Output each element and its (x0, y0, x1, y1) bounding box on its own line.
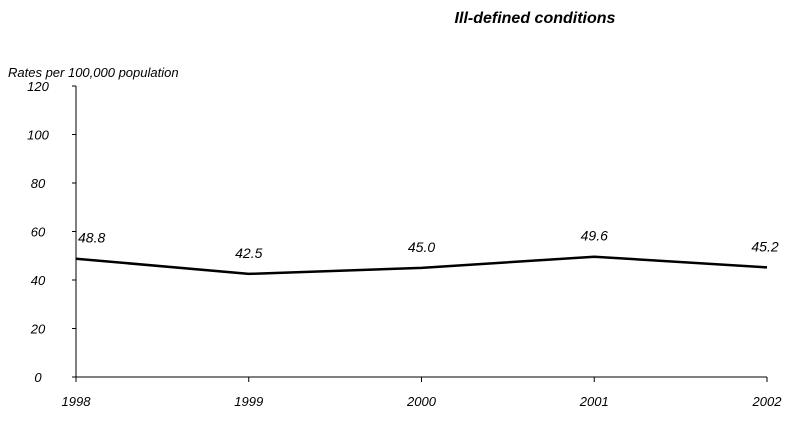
chart-title: Ill-defined conditions (455, 10, 616, 27)
data-label: 49.6 (581, 228, 608, 244)
x-tick-label: 2000 (406, 394, 437, 409)
series-group (75, 255, 768, 276)
y-tick-label: 60 (31, 225, 46, 240)
data-label: 45.2 (751, 238, 778, 254)
data-label-group: 48.8 42.5 45.0 49.6 45.2 (78, 228, 779, 261)
x-tick-label: 1999 (234, 394, 263, 409)
y-tick-group: 0 20 40 60 80 100 120 (27, 79, 76, 385)
data-label: 45.0 (408, 239, 435, 255)
y-tick-label: 100 (27, 128, 49, 143)
y-tick-label: 40 (31, 273, 46, 288)
data-label: 42.5 (235, 245, 262, 261)
data-label: 48.8 (78, 230, 105, 246)
y-tick-label: 20 (30, 322, 46, 337)
y-tick-label: 0 (34, 370, 42, 385)
y-tick-label: 80 (31, 176, 46, 191)
x-tick-label: 2001 (579, 394, 609, 409)
y-axis-label: Rates per 100,000 population (8, 65, 179, 80)
series-line (75, 255, 768, 276)
y-tick-label: 120 (27, 79, 49, 94)
x-tick-label: 2002 (752, 394, 783, 409)
x-tick-group: 1998 1999 2000 2001 2002 (62, 377, 783, 409)
x-tick-label: 1998 (62, 394, 92, 409)
